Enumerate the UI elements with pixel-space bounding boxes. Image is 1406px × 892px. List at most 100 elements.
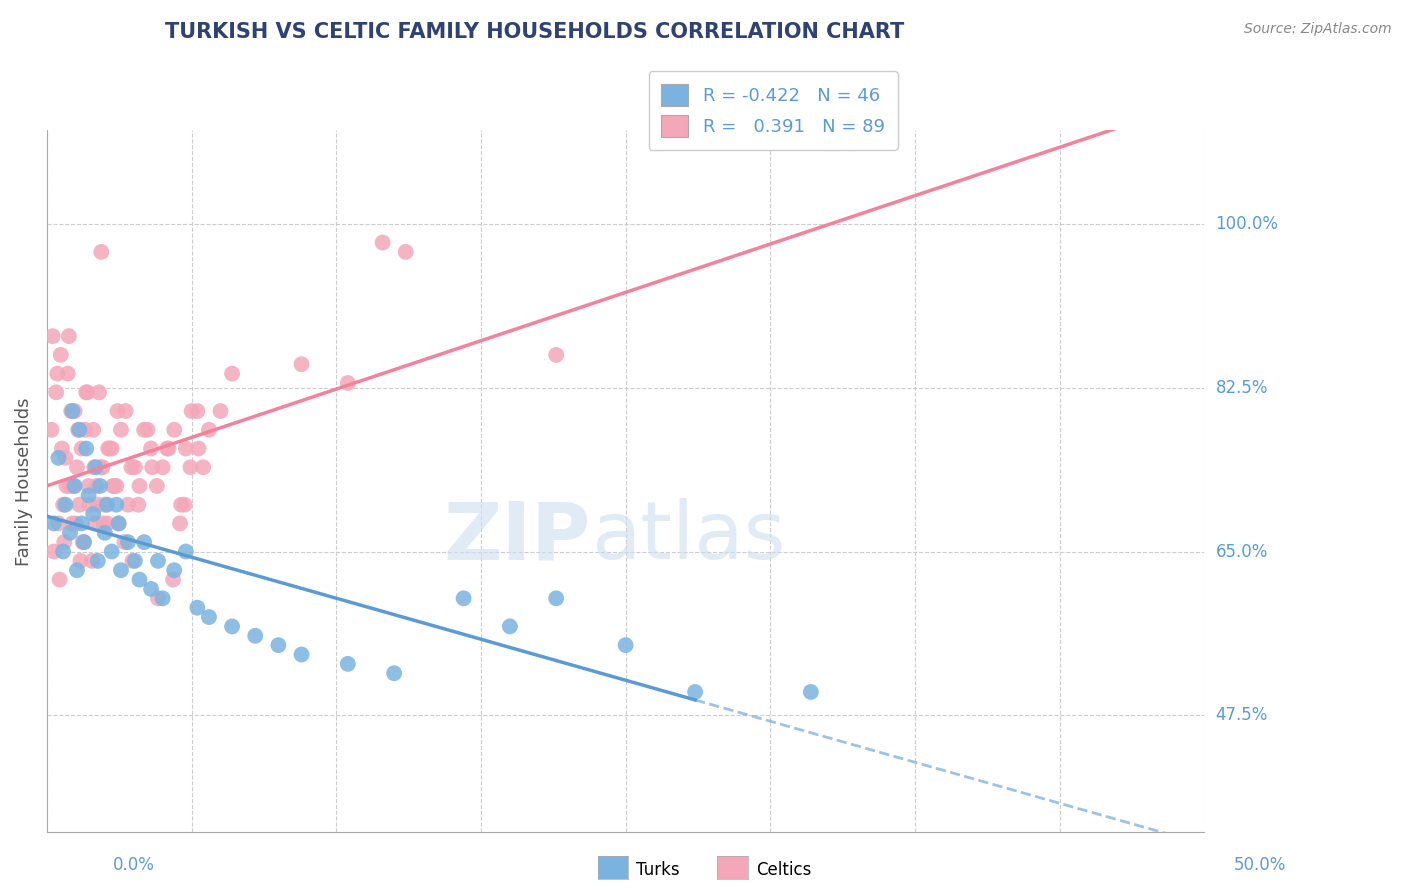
Point (290, 357, 312, 371)
Point (70, 516, 93, 531)
Point (110, 423, 132, 437)
Point (124, 554, 146, 568)
Point (127, 498, 149, 512)
Point (499, 619, 522, 633)
Point (67, 423, 90, 437)
Point (70, 442, 93, 456)
Point (162, 573, 184, 587)
Point (49, 348, 72, 362)
Y-axis label: Family Households: Family Households (15, 397, 32, 566)
Text: 82.5%: 82.5% (1216, 379, 1268, 397)
Point (453, 591, 475, 606)
Point (100, 442, 122, 456)
Point (107, 516, 129, 531)
Point (245, 629, 267, 643)
Point (67, 423, 90, 437)
Point (186, 404, 208, 418)
Point (198, 610, 221, 624)
Point (96, 516, 118, 531)
Point (382, 666, 405, 681)
Point (48, 516, 70, 531)
Point (52, 498, 75, 512)
Point (86, 479, 108, 493)
Point (198, 423, 221, 437)
Point (117, 535, 139, 549)
Point (179, 460, 201, 475)
Point (97, 442, 120, 456)
Point (84, 460, 107, 475)
Point (62, 479, 84, 493)
Point (187, 442, 209, 456)
Point (114, 535, 136, 549)
Point (395, 244, 418, 259)
Point (98, 442, 121, 456)
Point (105, 498, 128, 512)
Text: 0.0%: 0.0% (112, 856, 155, 874)
Point (100, 544, 122, 558)
Point (114, 404, 136, 418)
Point (90, 244, 112, 259)
Point (180, 404, 202, 418)
Point (134, 423, 156, 437)
Point (41, 423, 63, 437)
Text: 50.0%: 50.0% (1234, 856, 1286, 874)
Point (48, 573, 70, 587)
Point (336, 657, 359, 671)
Point (59, 479, 82, 493)
Point (103, 479, 125, 493)
Point (107, 404, 129, 418)
Point (82, 507, 104, 521)
Point (128, 479, 150, 493)
Point (60, 404, 83, 418)
Point (174, 544, 197, 558)
Point (120, 460, 142, 475)
Point (146, 479, 169, 493)
Point (75, 423, 97, 437)
Point (336, 376, 359, 390)
Point (41, 329, 63, 343)
Point (96, 498, 118, 512)
Point (66, 563, 89, 577)
Point (157, 442, 180, 456)
Point (163, 423, 186, 437)
Point (614, 638, 637, 652)
Point (45, 385, 67, 400)
Point (139, 582, 162, 596)
Point (110, 563, 132, 577)
Point (60, 516, 83, 531)
Point (546, 348, 568, 362)
Point (48, 450, 70, 465)
Point (267, 638, 290, 652)
Point (46, 367, 69, 381)
Point (52, 544, 75, 558)
Point (87, 385, 110, 400)
Point (87, 554, 110, 568)
Point (156, 442, 179, 456)
Point (93, 516, 115, 531)
Point (89, 479, 111, 493)
Text: ZIP: ZIP (444, 499, 591, 576)
Text: 65.0%: 65.0% (1216, 542, 1268, 560)
Point (67, 498, 90, 512)
Legend: R = -0.422   N = 46, R =   0.391   N = 89: R = -0.422 N = 46, R = 0.391 N = 89 (648, 71, 897, 150)
Point (42, 544, 65, 558)
Point (87, 498, 110, 512)
Point (221, 367, 243, 381)
Point (63, 404, 86, 418)
Point (371, 235, 394, 250)
Point (56, 367, 79, 381)
Point (63, 479, 86, 493)
Text: Turks: Turks (636, 861, 679, 879)
Point (79, 498, 101, 512)
Text: 100.0%: 100.0% (1216, 215, 1278, 233)
Text: Celtics: Celtics (756, 861, 811, 879)
Point (73, 535, 96, 549)
Point (117, 498, 139, 512)
Point (94, 498, 117, 512)
Point (141, 460, 163, 475)
Point (139, 442, 162, 456)
Point (94, 525, 117, 540)
Point (53, 535, 76, 549)
Point (89, 460, 111, 475)
Point (58, 329, 80, 343)
